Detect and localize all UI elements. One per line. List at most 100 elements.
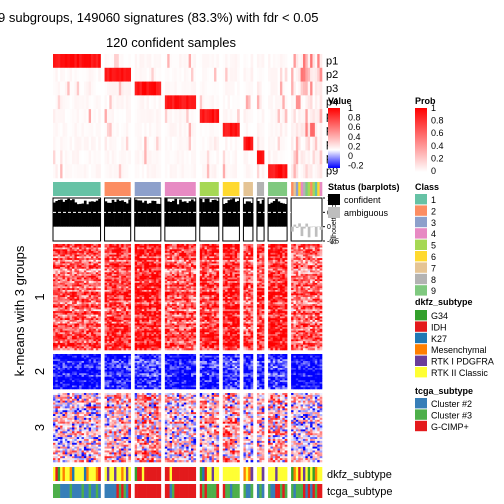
heat-cell — [227, 263, 231, 266]
heat-cell — [79, 266, 82, 270]
heat-cell — [291, 266, 294, 270]
prob-cell — [106, 109, 110, 124]
heat-cell — [64, 288, 68, 291]
heat-cell — [167, 289, 170, 292]
heat-cell — [176, 245, 180, 248]
prob-cell — [74, 67, 78, 82]
silhouette-bar — [95, 200, 99, 227]
heat-cell — [291, 244, 294, 247]
heat-cell — [79, 312, 82, 315]
silhouette-bar — [268, 203, 271, 227]
silhouette-bar — [282, 203, 286, 227]
heat-cell — [91, 312, 94, 315]
heat-cell — [114, 279, 117, 282]
prob-cell — [181, 54, 185, 69]
heat-cell — [76, 266, 80, 270]
prob-cell — [204, 109, 208, 124]
heat-cell — [202, 266, 205, 270]
prob-cell — [118, 81, 122, 96]
heat-cell — [295, 291, 299, 294]
heat-cell — [300, 263, 304, 266]
heat-cell — [256, 254, 260, 257]
heat-cell — [81, 266, 85, 270]
heat-cell — [93, 279, 97, 282]
prob-cell — [93, 81, 97, 96]
heat-cell — [169, 311, 173, 314]
heat-cell — [202, 289, 205, 292]
heat-cell — [55, 270, 59, 273]
heat-cell — [121, 275, 124, 278]
prob-cell — [256, 109, 260, 124]
heat-cell — [209, 249, 212, 252]
prob-cell — [298, 67, 301, 82]
heat-cell — [211, 291, 215, 294]
heat-cell — [199, 312, 203, 315]
heat-cell — [275, 284, 278, 287]
heat-cell — [151, 312, 155, 315]
prob-cell — [176, 67, 180, 82]
heat-cell — [181, 274, 185, 277]
heat-cell — [229, 270, 233, 273]
heat-cell — [298, 252, 301, 255]
heat-cell — [268, 272, 271, 275]
heat-cell — [69, 263, 73, 266]
heat-cell — [104, 251, 108, 254]
heat-cell — [67, 298, 70, 301]
heat-cell — [88, 265, 92, 268]
heat-cell — [106, 263, 110, 266]
heat-cell — [114, 261, 117, 264]
heat-cell — [300, 304, 304, 307]
heat-cell — [307, 312, 311, 315]
silhouette-bar — [74, 202, 78, 227]
prob-cell — [256, 136, 260, 151]
heat-cell — [307, 268, 311, 271]
heat-cell — [81, 288, 85, 291]
prob-cell — [243, 109, 247, 124]
heat-cell — [270, 249, 274, 252]
heat-cell — [57, 256, 61, 259]
heat-cell — [169, 284, 173, 287]
heat-cell — [237, 309, 240, 312]
heat-cell — [209, 302, 212, 305]
prob-cell — [277, 136, 281, 151]
heat-cell — [69, 305, 73, 308]
heat-cell — [104, 277, 108, 280]
heat-cell — [268, 259, 271, 262]
heat-cell — [307, 281, 311, 284]
heat-cell — [57, 272, 61, 275]
heat-cell — [248, 302, 251, 305]
heat-cell — [227, 252, 231, 255]
heat-cell — [229, 258, 233, 261]
heat-cell — [295, 293, 299, 296]
heat-cell — [76, 265, 80, 268]
heat-cell — [234, 281, 238, 284]
prob-cell — [317, 95, 320, 110]
heat-cell — [229, 295, 233, 298]
heat-cell — [250, 247, 254, 250]
prob-cell — [95, 109, 99, 124]
prob-cell — [237, 81, 240, 96]
heat-cell — [225, 252, 228, 255]
prob-cell — [176, 136, 180, 151]
heat-cell — [83, 311, 87, 314]
heat-cell — [83, 270, 87, 273]
heat-cell — [229, 274, 233, 277]
heat-cell — [79, 295, 82, 298]
prob-cell — [148, 122, 152, 137]
heat-cell — [261, 291, 265, 294]
heat-cell — [245, 251, 249, 254]
heat-cell — [305, 259, 309, 262]
prob-cell — [291, 67, 294, 82]
heat-cell — [229, 291, 233, 294]
prob-cell — [216, 136, 220, 151]
heat-cell — [227, 244, 231, 247]
heat-cell — [234, 251, 238, 254]
heat-cell — [123, 309, 127, 312]
heat-cell — [199, 279, 203, 282]
heat-cell — [183, 291, 187, 294]
heat-cell — [111, 270, 115, 273]
heat-cell — [222, 256, 226, 259]
heat-cell — [237, 293, 240, 296]
prob-cell — [116, 150, 120, 165]
heat-cell — [171, 270, 175, 273]
